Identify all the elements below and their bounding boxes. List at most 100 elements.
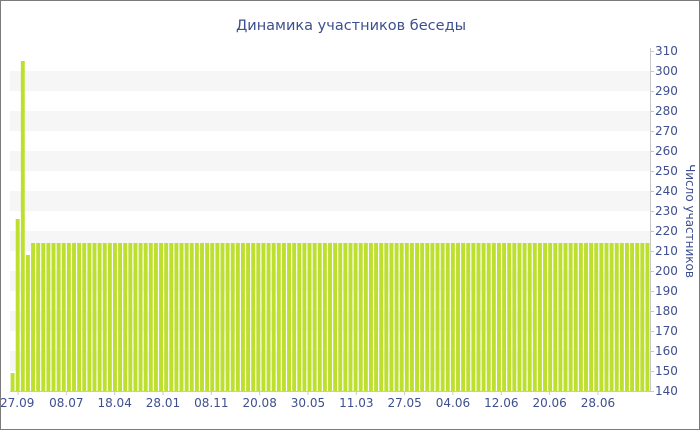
bar [471,243,476,391]
bar [225,243,230,391]
x-tick-label: 11.03 [339,396,373,410]
bar [189,243,194,391]
bar [246,243,251,391]
bar [72,243,76,391]
bar [230,243,235,391]
y-tick-label: 200 [655,264,678,278]
bar [128,243,133,391]
bar [194,243,199,391]
bar [630,243,635,391]
x-tick-label: 12.06 [484,396,518,410]
bar [312,243,317,391]
bar [476,243,481,391]
y-tick-label: 280 [655,104,678,118]
bar [256,243,261,391]
bar [614,243,619,391]
bar [87,243,92,391]
bar [97,243,102,391]
bar [82,243,87,391]
bar [537,243,542,391]
x-tick-label: 20.06 [532,396,566,410]
x-tick-label: 27.05 [387,396,421,410]
x-tick-label: 18.04 [97,396,131,410]
bar [164,243,169,391]
bar [399,243,404,391]
bar [379,243,384,391]
y-tick-label: 170 [655,324,678,338]
bar [635,243,640,391]
y-tick-label: 240 [655,184,678,198]
bar [31,243,35,391]
bar [394,243,399,391]
bar [625,243,629,391]
bar [384,243,389,391]
bar [10,373,15,391]
bar [517,243,522,391]
bar [461,243,466,391]
bar [322,243,327,391]
bar [205,243,210,391]
bar [56,243,61,391]
y-tick-label: 260 [655,144,678,158]
y-tick-label: 220 [655,224,678,238]
y-tick-label: 250 [655,164,678,178]
bar [261,243,266,391]
y-axis-title: Число участников [683,164,697,278]
bars-group [10,61,650,391]
x-ticks: 27.09 08.07 18.04 28.01 08.11 20.08 30.05 11.03… [1,391,615,410]
bar [389,243,394,391]
y-tick-label: 190 [655,284,678,298]
x-tick-label: 08.11 [194,396,228,410]
bar [107,243,112,391]
bar [374,243,379,391]
bar [25,255,30,391]
bar [527,243,532,391]
y-tick-label: 270 [655,124,678,138]
bar [251,243,256,391]
bar [430,243,435,391]
bar [425,243,430,391]
bar [532,243,537,391]
x-tick-label: 04.06 [436,396,470,410]
bar [568,243,573,391]
bar [522,243,527,391]
y-ticks: 140 150 160 170 180 190 200 210 220 230 240 250 260 2… [650,44,678,398]
bar [210,243,215,391]
bar [153,243,158,391]
bar [138,243,143,391]
bar [445,243,450,391]
bar [599,243,604,391]
bar [159,243,163,391]
x-tick-label: 20.08 [242,396,276,410]
bar [486,243,491,391]
bar [92,243,97,391]
bar [292,243,297,391]
chart-title: Динамика участников беседы [236,18,466,34]
bar [481,243,486,391]
bar [466,243,471,391]
y-tick-label: 290 [655,84,678,98]
bar [456,243,460,391]
bar [169,243,174,391]
bar [645,243,650,391]
y-tick-label: 180 [655,304,678,318]
bar [200,243,204,391]
bar [276,243,281,391]
bar [409,243,414,391]
bar [41,243,46,391]
bar [51,243,56,391]
bar [338,243,343,391]
bar [348,243,353,391]
bar [328,243,332,391]
bar [36,243,41,391]
bar [220,243,225,391]
x-tick-label: 08.07 [49,396,83,410]
bar [497,243,501,391]
bar [133,243,138,391]
bar [543,243,547,391]
bar [287,243,291,391]
bar [415,243,419,391]
x-tick-label: 27.09 [1,396,34,410]
